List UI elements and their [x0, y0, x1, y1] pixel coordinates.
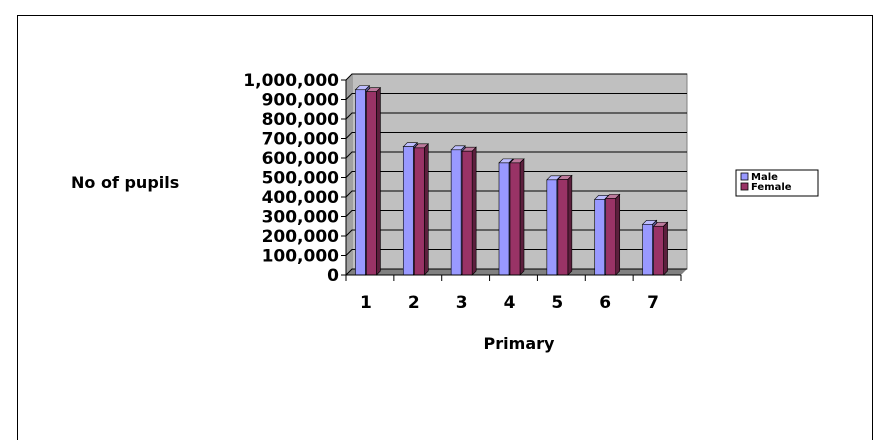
bars [354, 85, 669, 276]
x-axis-title: Primary [484, 334, 555, 353]
legend-label-female: Female [751, 182, 792, 193]
bar-female-7 [652, 221, 669, 276]
gridline [345, 93, 687, 100]
legend-box [735, 169, 819, 197]
gridline [345, 229, 687, 237]
gridline [345, 249, 687, 256]
y-tick-label: 0 [327, 266, 339, 286]
y-tick-label: 1,000,000 [243, 71, 339, 91]
axes [341, 79, 682, 281]
x-tick-label: 7 [647, 293, 659, 313]
legend: Male Female [735, 169, 819, 197]
gridline [345, 190, 687, 198]
y-tick-label: 700,000 [262, 130, 340, 150]
gridline [345, 73, 687, 81]
x-tick-label: 4 [504, 293, 516, 313]
x-tick-label: 6 [599, 293, 611, 313]
gridline [345, 132, 687, 139]
bar-female-1 [365, 86, 382, 276]
gridline [345, 268, 687, 276]
y-tick-label: 500,000 [262, 169, 340, 189]
y-tick-label: 900,000 [262, 91, 340, 111]
gridline [345, 112, 687, 120]
y-tick-labels: 0100,000200,000300,000400,000500,000600,… [243, 71, 339, 286]
y-tick-label: 800,000 [262, 110, 340, 130]
x-tick-label: 5 [551, 293, 563, 313]
legend-label-male: Male [751, 172, 778, 183]
x-tick-label: 3 [456, 293, 468, 313]
legend-swatch-female [740, 182, 749, 191]
y-tick-label: 200,000 [262, 227, 340, 247]
legend-swatch-male [740, 172, 749, 181]
gridline [345, 210, 687, 217]
x-tick-label: 2 [408, 293, 420, 313]
bar-female-5 [557, 174, 573, 276]
bar-female-6 [604, 193, 621, 276]
y-tick-label: 600,000 [262, 149, 340, 169]
y-tick-label: 400,000 [262, 188, 340, 208]
chart-frame [17, 15, 873, 440]
y-tick-label: 300,000 [262, 208, 340, 228]
x-tick-label: 1 [360, 293, 372, 313]
x-tick-labels: 1 2 3 4 5 6 7 [360, 293, 659, 313]
gridlines [345, 73, 687, 276]
bar-female-2 [413, 143, 430, 276]
y-tick-label: 100,000 [262, 247, 340, 267]
gridline [345, 151, 687, 159]
bar-female-3 [461, 146, 477, 276]
gridline [345, 171, 687, 178]
bar-female-4 [509, 158, 525, 276]
y-axis-title: No of pupils [71, 173, 179, 192]
